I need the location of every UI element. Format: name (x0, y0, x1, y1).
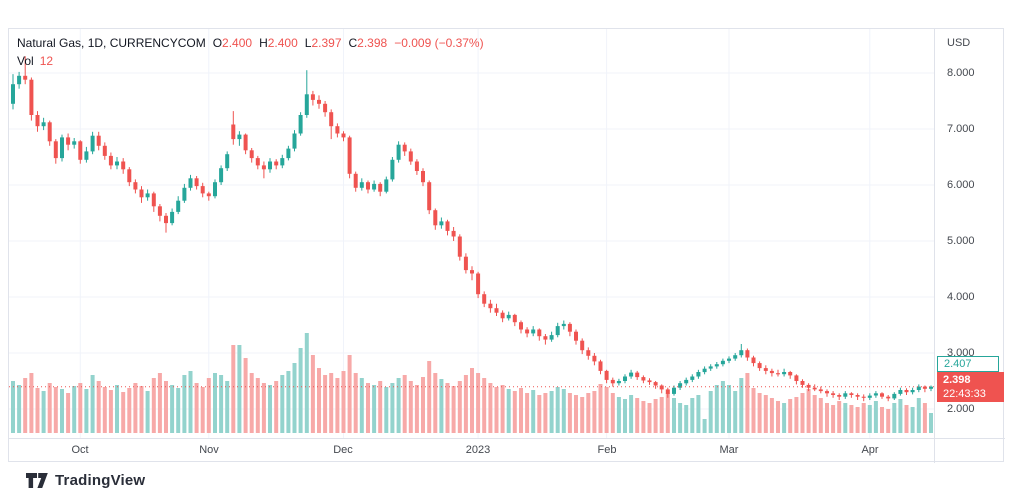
ohlc-key: H (259, 36, 268, 50)
time-tick-label: Apr (861, 444, 879, 456)
currency-label: USD (947, 37, 971, 49)
footer: TradingView (26, 468, 145, 492)
symbol-title[interactable]: Natural Gas, 1D, CURRENCYCOM (17, 36, 206, 50)
ohlc-key: L (304, 36, 312, 50)
ohlc-value: 2.397 (311, 36, 342, 50)
secondary-price-label: 2.407 (937, 356, 999, 372)
legend-volume-line: Vol 12 (17, 53, 484, 69)
ohlc-key: O (212, 36, 223, 50)
ohlc-key: C (348, 36, 358, 50)
ohlc-value: 2.400 (267, 36, 298, 50)
price-tick-label: 4.000 (947, 291, 975, 303)
tradingview-logo[interactable]: TradingView (26, 472, 145, 489)
time-axis[interactable]: Oct Nov Dec 2023 Feb Mar Apr (9, 438, 1005, 462)
price-tick-label: 8.000 (947, 67, 975, 79)
chart-widget: Natural Gas, 1D, CURRENCYCOM O2.400 H2.400… (8, 28, 1005, 463)
price-tick-label: 5.000 (947, 235, 975, 247)
time-tick-label: Nov (199, 444, 219, 456)
last-price-value: 2.398 (943, 374, 971, 386)
price-tick-label: 2.000 (947, 403, 975, 415)
legend-symbol-line: Natural Gas, 1D, CURRENCYCOM O2.400 H2.400… (17, 35, 484, 51)
volume-label: Vol (17, 54, 34, 68)
secondary-price-value: 2.407 (944, 358, 972, 370)
time-tick-label: Mar (719, 444, 739, 456)
price-tick-label: 6.000 (947, 179, 975, 191)
volume-value: 12 (39, 54, 54, 68)
last-price-label: 2.398 22:43:33 (937, 372, 1004, 402)
price-axis[interactable]: USD 8.000 7.000 6.000 5.000 4.000 3.000 2.000 … (934, 29, 1004, 463)
tradingview-logo-icon (26, 472, 48, 488)
ohlc-value: 2.400 (222, 36, 253, 50)
chart-legend: Natural Gas, 1D, CURRENCYCOM O2.400 H2.400… (17, 35, 484, 69)
time-tick-label: 2023 (465, 444, 491, 456)
tradingview-logo-text: TradingView (55, 471, 146, 489)
bar-close-countdown: 22:43:33 (943, 388, 986, 400)
time-tick-label: Oct (71, 444, 89, 456)
time-tick-label: Feb (597, 444, 617, 456)
price-pane: Natural Gas, 1D, CURRENCYCOM O2.400 H2.400… (9, 29, 934, 438)
legend-change: −0.009 (−0.37%) (394, 36, 484, 50)
price-tick-label: 7.000 (947, 123, 975, 135)
ohlc-value: 2.398 (357, 36, 388, 50)
candlestick-chart[interactable] (9, 29, 934, 438)
time-tick-label: Dec (333, 444, 353, 456)
legend-ohlc-values: O2.400 H2.400 L2.397 C2.398 (206, 36, 388, 50)
